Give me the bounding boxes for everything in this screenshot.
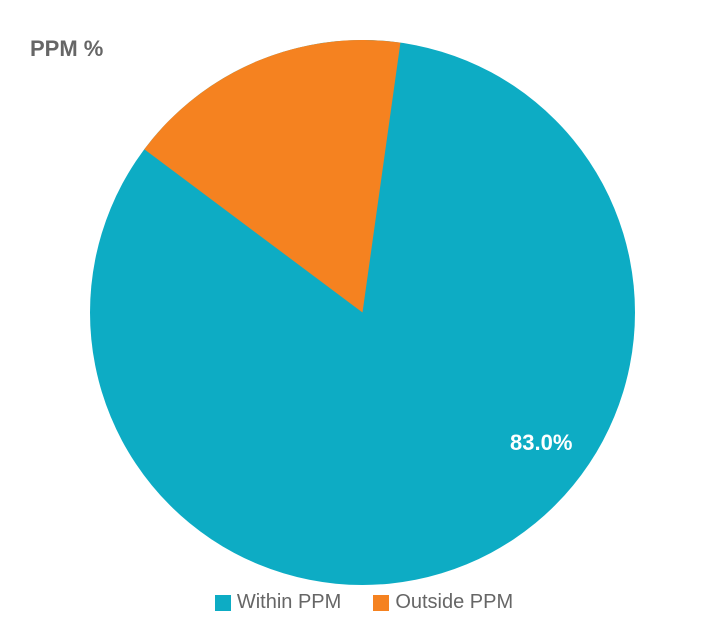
legend-swatch xyxy=(373,595,389,611)
legend: Within PPM Outside PPM xyxy=(0,591,728,614)
legend-item: Within PPM xyxy=(215,591,341,614)
legend-label: Outside PPM xyxy=(395,591,513,614)
legend-item: Outside PPM xyxy=(373,591,513,614)
legend-swatch xyxy=(215,595,231,611)
pie-chart: 83.0% xyxy=(90,40,635,585)
legend-label: Within PPM xyxy=(237,591,341,614)
pie-slice-label: 83.0% xyxy=(510,430,572,456)
